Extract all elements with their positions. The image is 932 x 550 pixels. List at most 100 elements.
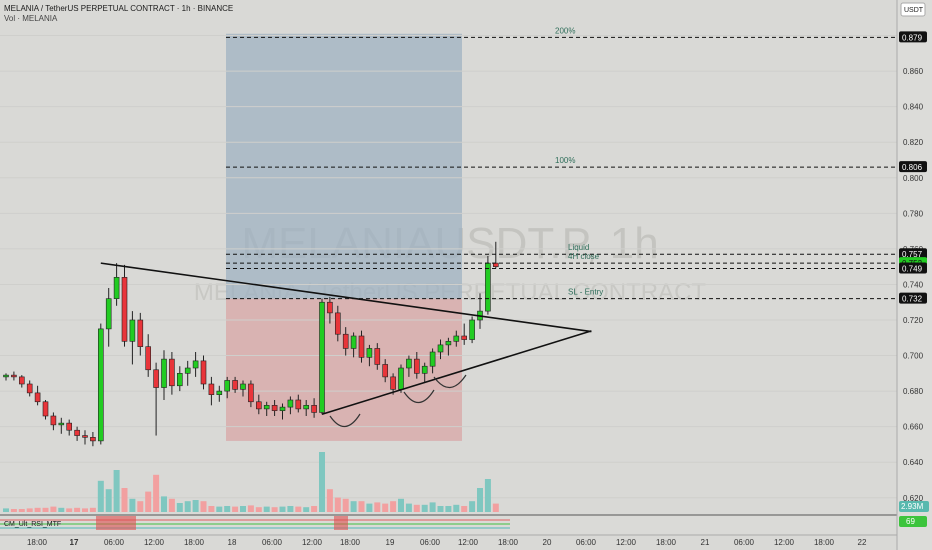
candle-body [98, 328, 104, 442]
volume-bar [184, 501, 191, 512]
candle-body [255, 401, 262, 410]
candle-body [398, 367, 404, 390]
symbol-title: MELANIA / TetherUS PERPETUAL CONTRACT · … [4, 4, 234, 13]
level-label: 4H close [568, 252, 600, 261]
candle-body [192, 360, 199, 369]
candle-body [137, 319, 144, 347]
level-label: 100% [555, 156, 575, 165]
trendlines [100, 262, 592, 428]
volume-bar [153, 474, 160, 512]
candle [319, 298, 325, 415]
price-axis[interactable]: 0.6200.6400.6600.6800.7000.7200.7400.760… [896, 0, 932, 550]
candle [177, 366, 183, 392]
volume-bar [232, 506, 239, 512]
x-tick-label: 12:00 [616, 538, 637, 547]
x-tick-label: 18:00 [340, 538, 361, 547]
candle-body [169, 358, 175, 387]
candle [208, 376, 215, 406]
candle-body [216, 390, 223, 395]
candle [153, 362, 159, 436]
price-tag-label: 0.879 [902, 33, 923, 42]
candle-body [303, 405, 310, 410]
y-tick-label: 0.800 [903, 174, 924, 183]
volume-bar [382, 503, 389, 512]
candle [240, 380, 246, 397]
x-tick-label: 06:00 [576, 538, 597, 547]
volume-bar [461, 506, 468, 512]
candle-body [26, 383, 33, 394]
candle [437, 339, 444, 360]
volume-bar [421, 504, 428, 512]
candle-body [350, 335, 357, 349]
candle [145, 334, 151, 377]
volume-bar [97, 480, 104, 512]
candle [34, 385, 41, 406]
volume-bar [26, 508, 33, 512]
time-axis[interactable]: 18:00 17 06:00 12:00 18:00 18 06:00 12:00 18:00 1… [0, 534, 897, 547]
volume-bar [89, 507, 96, 512]
volume-bar [74, 507, 81, 512]
candle [129, 311, 136, 365]
level-label: SL - Entry [568, 288, 603, 297]
volume-bar [263, 506, 270, 512]
volume-bar [82, 508, 88, 512]
x-tick-label: 22 [858, 538, 867, 547]
candle-body [34, 392, 41, 403]
candle-body [413, 358, 420, 374]
candle-body [279, 406, 286, 411]
y-tick-label: 0.780 [903, 209, 924, 218]
volume-bar [366, 503, 373, 512]
x-tick-label: 19 [386, 538, 395, 547]
price-tag-label: 0.806 [902, 163, 923, 172]
level-label: 200% [555, 26, 575, 35]
volume-bar [10, 509, 17, 512]
volume-bar [413, 504, 420, 512]
candle [224, 376, 230, 399]
y-tick-label: 0.720 [903, 316, 924, 325]
volume-bar [453, 504, 460, 512]
volume-bar [200, 501, 207, 512]
candle [42, 400, 49, 420]
candle [374, 343, 381, 370]
candle [287, 396, 294, 415]
candle-body [82, 435, 88, 438]
x-tick-label: 12:00 [302, 538, 323, 547]
candle-body [295, 399, 302, 410]
candle [26, 380, 33, 397]
price-tag [899, 161, 927, 173]
candle [82, 430, 88, 445]
candle [485, 256, 491, 315]
price-tag [899, 292, 927, 304]
x-tick-label: 12:00 [458, 538, 479, 547]
x-tick-label: 06:00 [104, 538, 125, 547]
candle-body [334, 312, 341, 335]
y-tick-label: 0.820 [903, 138, 924, 147]
candle [327, 296, 333, 324]
volume-bar [350, 501, 357, 512]
pattern-arc [329, 413, 361, 428]
candle [429, 348, 436, 374]
candle [74, 426, 80, 441]
volume-bar [168, 498, 175, 512]
candle [121, 264, 128, 347]
candle [342, 327, 349, 356]
candle-body [461, 335, 468, 340]
candle-body [58, 422, 65, 426]
candle [216, 385, 223, 402]
candle-body [311, 405, 317, 413]
candle [311, 398, 317, 418]
candle [184, 360, 191, 386]
x-tick-label: 18:00 [814, 538, 835, 547]
candle-body [492, 262, 499, 267]
indicator-pane: CM_Ult_RSI_MTF [0, 514, 897, 535]
candle [263, 401, 270, 416]
x-tick-label: 20 [543, 538, 552, 547]
candle-body [421, 365, 428, 374]
x-tick-label: 18 [228, 538, 237, 547]
price-tag [899, 31, 927, 43]
volume-badge-label: 2.93M [901, 502, 924, 511]
candle-body [429, 351, 436, 367]
y-tick-label: 0.860 [903, 67, 924, 76]
